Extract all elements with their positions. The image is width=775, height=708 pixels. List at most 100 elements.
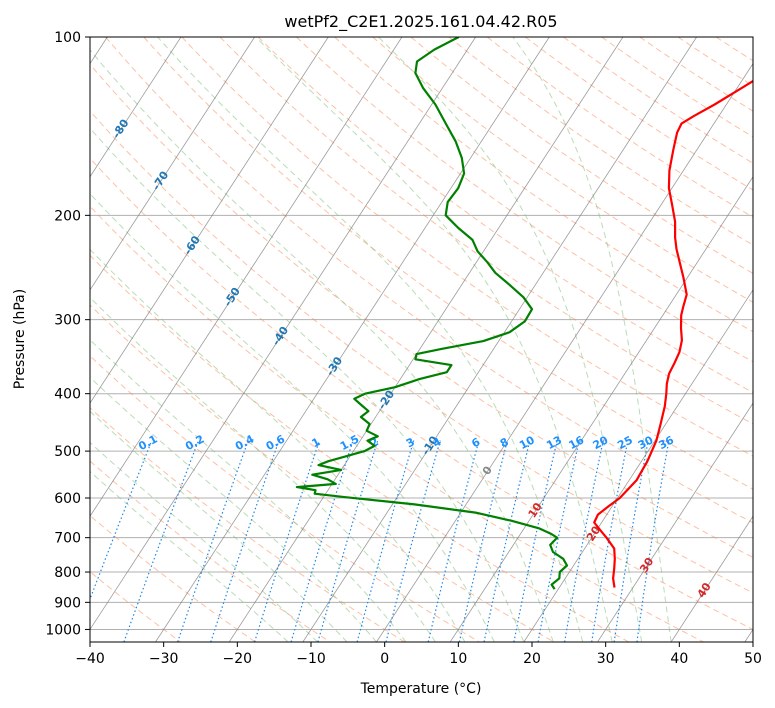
- x-tick-label: 50: [744, 651, 762, 667]
- moist-adiabat: [90, 127, 525, 642]
- x-tick-label: 10: [449, 651, 467, 667]
- x-tick-label: 30: [597, 651, 615, 667]
- mixing-ratio-label: 3: [404, 435, 417, 450]
- mixing-ratio-label: 16: [567, 433, 587, 452]
- mixing-ratio-line: [317, 440, 379, 642]
- isotherm-label: -60: [181, 233, 203, 257]
- y-axis-ticks: 100 200 300 400 500 600 700 800 900 1000: [45, 30, 90, 638]
- isotherm: [523, 289, 753, 642]
- dry-adiabat: [334, 37, 753, 333]
- isotherm: [376, 62, 753, 642]
- moist-adiabat: [157, 37, 584, 642]
- isopleth-labels: -100-90-80-70-60-50-40-30-20-10010203040…: [7, 41, 714, 601]
- dewpoint-line: [295, 37, 569, 590]
- y-tick-label: 500: [54, 444, 81, 460]
- dry-adiabat: [90, 304, 555, 642]
- moist-adiabat: [90, 410, 348, 642]
- dry-adiabat: [105, 37, 753, 524]
- mixing-ratio-label: 0.2: [183, 432, 206, 453]
- x-tick-label: 40: [670, 651, 688, 667]
- moist-adiabat: [90, 49, 554, 642]
- isotherm: [302, 37, 697, 642]
- moist-adiabat: [255, 37, 613, 642]
- isotherm: [90, 37, 329, 404]
- y-tick-label: 700: [54, 531, 81, 547]
- moist-adiabat: [90, 441, 318, 642]
- mixing-ratio-line: [177, 440, 249, 642]
- dry-adiabat: [601, 37, 753, 138]
- dry-adiabat: [90, 407, 405, 642]
- y-tick-label: 300: [54, 313, 81, 329]
- mixing-ratio-line: [537, 440, 580, 642]
- moist-adiabat: [90, 376, 377, 642]
- y-tick-label: 400: [54, 387, 81, 403]
- isotherm: [597, 402, 753, 642]
- x-tick-label: −40: [75, 651, 105, 667]
- isotherm: [670, 515, 753, 642]
- mixing-ratio-line: [290, 440, 354, 642]
- mixing-ratio-label: 0.4: [233, 432, 257, 453]
- mixing-ratio-lines: [90, 440, 670, 642]
- moist-adiabat: [90, 193, 495, 642]
- mixing-ratio-label: 36: [656, 433, 676, 452]
- isotherm: [90, 37, 403, 518]
- isotherm-label: 10: [526, 500, 545, 520]
- isotherm-label: 20: [584, 523, 603, 543]
- x-axis-title: Temperature (°C): [360, 681, 482, 697]
- mixing-ratio-label: 0.1: [136, 433, 159, 454]
- moist-adiabat: [90, 470, 289, 642]
- moist-adiabat: [90, 339, 407, 642]
- dry-adiabat: [257, 37, 753, 394]
- dry-adiabat: [90, 571, 181, 642]
- mixing-ratio-line: [591, 440, 629, 642]
- mixing-ratio-line: [458, 440, 508, 642]
- mixing-ratio-label: 13: [544, 433, 564, 452]
- x-tick-label: −30: [149, 651, 179, 667]
- dry-adiabat: [296, 37, 753, 363]
- dry-adiabat: [372, 37, 753, 303]
- x-tick-label: 0: [380, 651, 389, 667]
- x-tick-label: −10: [296, 651, 326, 667]
- dry-adiabat: [181, 37, 753, 457]
- isotherm: [744, 628, 753, 642]
- dry-adiabat: [677, 37, 753, 87]
- moist-adiabats: [90, 37, 672, 642]
- dry-adiabat: [90, 110, 753, 594]
- pressure-gridlines: [90, 37, 753, 630]
- mixing-ratio-label: 0.6: [264, 432, 288, 453]
- mixing-ratio-line: [385, 440, 441, 642]
- x-axis-ticks: −40 −30 −20 −10 0 10 20 30 40 50: [75, 642, 762, 667]
- dry-adiabat: [90, 205, 704, 642]
- mixing-ratio-line: [613, 440, 649, 642]
- dry-adiabat: [90, 63, 753, 558]
- sounding-series: [295, 37, 753, 590]
- y-tick-label: 200: [54, 208, 81, 224]
- isotherm-label: -90: [61, 78, 83, 102]
- isotherm-label: -70: [150, 169, 172, 193]
- isotherm-label: -100: [7, 41, 33, 71]
- isotherms: [90, 37, 753, 642]
- dry-adiabat: [486, 37, 753, 218]
- isotherm: [449, 176, 753, 642]
- isotherm: [90, 37, 255, 291]
- dry-adiabat: [90, 157, 753, 630]
- y-axis-title: Pressure (hPa): [12, 289, 28, 389]
- mixing-ratio-line: [123, 440, 200, 642]
- chart-title: wetPf2_C2E1.2025.161.04.42.R05: [284, 12, 557, 32]
- dry-adiabat: [90, 355, 480, 642]
- x-tick-label: −20: [223, 651, 253, 667]
- dry-adiabat: [90, 514, 256, 642]
- isotherm: [90, 37, 476, 631]
- isotherm: [228, 37, 624, 642]
- mixing-ratio-label: 10: [517, 433, 537, 452]
- moist-adiabat: [90, 248, 466, 642]
- mixing-ratio-label: 1: [310, 435, 323, 450]
- isotherm-label: 40: [695, 580, 714, 600]
- dry-adiabat: [563, 37, 753, 164]
- mixing-ratio-label: 25: [615, 433, 635, 452]
- y-tick-label: 1000: [45, 622, 81, 638]
- plot-frame: [89, 36, 754, 643]
- mixing-ratio-label: 20: [591, 433, 611, 452]
- dry-adiabat: [715, 37, 753, 62]
